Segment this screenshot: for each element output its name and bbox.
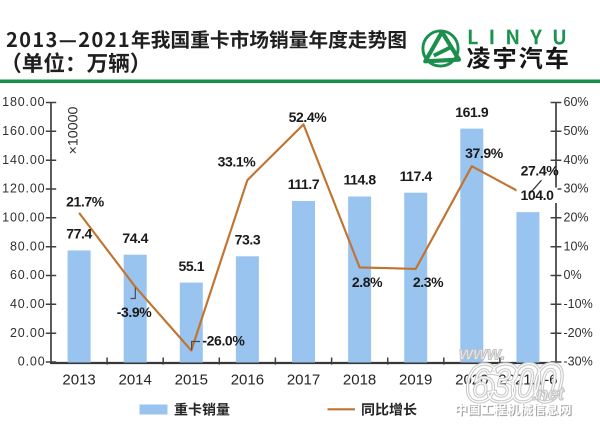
svg-text:2014: 2014	[119, 372, 152, 389]
svg-text:0%: 0%	[564, 268, 582, 282]
svg-text:.net: .net	[532, 384, 565, 404]
svg-text:-30%: -30%	[564, 355, 593, 369]
svg-text:30%: 30%	[564, 182, 589, 196]
svg-text:×10000: ×10000	[66, 107, 82, 155]
svg-text:20%: 20%	[564, 210, 589, 224]
svg-text:6300: 6300	[465, 354, 563, 414]
svg-text:100.00: 100.00	[2, 210, 45, 224]
svg-text:2020: 2020	[455, 372, 488, 389]
svg-text:73.3: 73.3	[235, 232, 261, 248]
svg-text:2.3%: 2.3%	[413, 274, 444, 290]
svg-text:114.8: 114.8	[343, 172, 376, 188]
svg-text:27.4%: 27.4%	[521, 163, 560, 179]
svg-text:40.00: 40.00	[10, 297, 46, 311]
svg-text:2015: 2015	[175, 372, 208, 389]
svg-text:-10%: -10%	[564, 297, 593, 311]
svg-text:160.00: 160.00	[2, 124, 45, 138]
svg-text:2016: 2016	[231, 372, 264, 389]
svg-text:20.00: 20.00	[10, 326, 46, 340]
svg-text:21.7%: 21.7%	[66, 194, 105, 210]
svg-text:74.4: 74.4	[122, 230, 148, 246]
svg-text:60%: 60%	[564, 95, 589, 109]
svg-text:50%: 50%	[564, 124, 589, 138]
svg-text:80.00: 80.00	[10, 239, 46, 253]
svg-text:117.4: 117.4	[400, 168, 433, 184]
svg-text:52.4%: 52.4%	[289, 109, 328, 125]
svg-text:2017: 2017	[287, 372, 320, 389]
svg-text:104.0: 104.0	[520, 187, 554, 203]
svg-text:37.9%: 37.9%	[465, 145, 504, 161]
svg-text:140.00: 140.00	[2, 153, 45, 167]
svg-text:77.4: 77.4	[66, 226, 92, 242]
svg-text:180.00: 180.00	[2, 95, 45, 109]
svg-text:111.7: 111.7	[288, 176, 320, 192]
svg-text:-20%: -20%	[564, 326, 593, 340]
svg-text:2.8%: 2.8%	[352, 274, 383, 290]
svg-text:-26.0%: -26.0%	[202, 333, 245, 349]
svg-text:0.00: 0.00	[18, 355, 46, 369]
svg-text:33.1%: 33.1%	[218, 154, 257, 170]
svg-text:2013: 2013	[62, 372, 95, 389]
svg-text:60.00: 60.00	[10, 268, 46, 282]
svg-text:40%: 40%	[564, 153, 589, 167]
svg-text:55.1: 55.1	[178, 258, 204, 274]
svg-text:120.00: 120.00	[2, 182, 45, 196]
svg-text:2019: 2019	[399, 372, 432, 389]
svg-text:2021.1-6: 2021.1-6	[498, 372, 557, 389]
svg-text:-3.9%: -3.9%	[117, 304, 153, 320]
svg-text:10%: 10%	[564, 239, 589, 253]
svg-text:161.9: 161.9	[455, 104, 489, 120]
svg-text:2018: 2018	[343, 372, 376, 389]
svg-text:www.: www.	[459, 344, 505, 364]
